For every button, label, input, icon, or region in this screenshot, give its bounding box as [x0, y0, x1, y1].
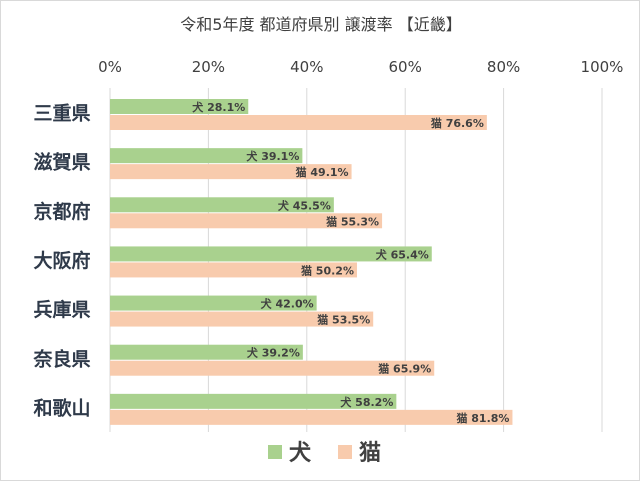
- bar-cat: [110, 409, 513, 425]
- data-label: 犬 45.5%: [278, 198, 331, 212]
- legend-label: 猫: [359, 441, 381, 466]
- bar-cat: [110, 115, 487, 130]
- data-label: 猫 53.5%: [317, 313, 370, 327]
- bar-cat: [110, 213, 383, 229]
- bar-dog: [110, 393, 397, 409]
- data-label: 犬 42.0%: [261, 297, 314, 311]
- legend-label: 犬: [289, 441, 312, 466]
- category-label: 三重県: [33, 103, 90, 125]
- x-tick-label: 100%: [581, 58, 624, 76]
- bar-dog: [110, 246, 432, 262]
- bar-dog: [110, 99, 249, 114]
- data-label: 犬 39.2%: [247, 346, 300, 360]
- bar-cat: [110, 164, 352, 180]
- category-label: 和歌山: [33, 396, 90, 419]
- bar-cat: [110, 262, 357, 278]
- x-tick-label: 40%: [290, 58, 323, 76]
- data-label: 犬 65.4%: [376, 247, 429, 261]
- x-tick-label: 60%: [389, 58, 422, 76]
- legend-swatch: [338, 445, 352, 459]
- data-label: 犬 39.1%: [246, 149, 299, 163]
- category-label: 奈良県: [32, 347, 90, 370]
- bar-cat: [110, 360, 435, 376]
- x-tick-label: 20%: [192, 58, 225, 76]
- data-label: 猫 65.9%: [378, 362, 431, 376]
- data-label: 犬 28.1%: [192, 100, 245, 114]
- category-label: 滋賀県: [33, 151, 90, 174]
- data-label: 猫 50.2%: [301, 263, 354, 277]
- bar-dog: [110, 197, 334, 213]
- category-label: 兵庫県: [33, 298, 90, 321]
- bar-dog: [110, 344, 303, 360]
- data-label: 猫 76.6%: [431, 116, 484, 130]
- data-label: 犬 58.2%: [340, 395, 393, 409]
- category-label: 大阪府: [33, 249, 90, 272]
- x-tick-label: 80%: [487, 58, 520, 76]
- data-label: 猫 49.1%: [296, 165, 349, 179]
- x-tick-label: 0%: [98, 58, 122, 76]
- chart-title: 令和5年度 都道府県別 譲渡率 【近畿】: [180, 15, 462, 34]
- bar-cat: [110, 311, 374, 327]
- bar-dog: [110, 148, 303, 164]
- category-label: 京都府: [33, 200, 90, 223]
- data-label: 猫 55.3%: [326, 214, 379, 228]
- data-label: 猫 81.8%: [456, 411, 509, 425]
- bar-dog: [110, 295, 317, 311]
- legend-swatch: [268, 445, 282, 459]
